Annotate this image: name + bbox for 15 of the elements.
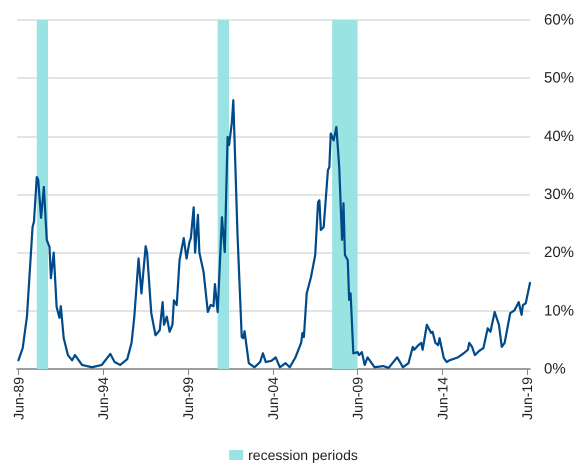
x-tick-label: Jun-99 [180,376,196,420]
x-tick-label: Jun-04 [264,376,281,420]
x-tick-label: Jun-14 [434,376,450,420]
y-tick-label: 40% [544,128,574,145]
x-tick-label: Jun-19 [519,376,536,420]
x-tick-label: Jun-89 [10,376,26,420]
y-tick-label: 60% [544,12,574,28]
x-tick-label: Jun-09 [350,376,366,420]
legend-label: recession periods [248,447,358,463]
y-tick-label: 20% [544,244,574,262]
y-tick-label: 10% [544,302,574,320]
y-tick-label: 50% [544,70,574,87]
y-tick-label: 30% [544,186,574,203]
y-tick-label: 0% [544,360,566,378]
x-tick-label: Jun-94 [95,376,112,420]
